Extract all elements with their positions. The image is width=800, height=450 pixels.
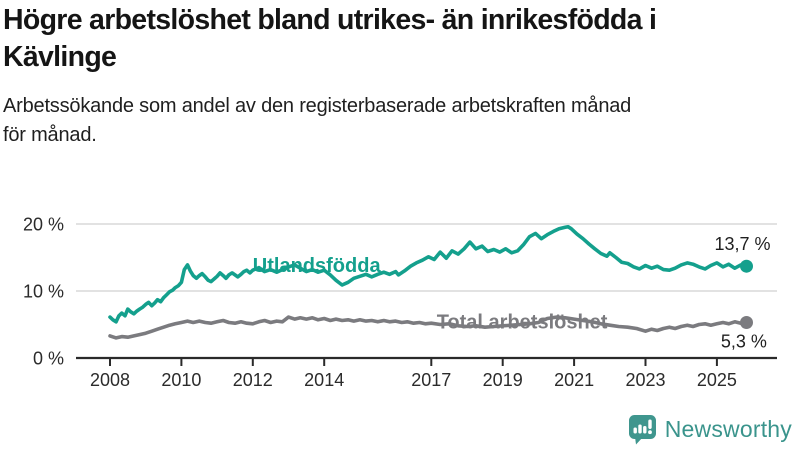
series-label-utlandsfodda: Utlandsfödda	[253, 255, 382, 277]
x-axis-tick-label: 2010	[161, 370, 201, 390]
x-axis-tick-label: 2023	[625, 370, 665, 390]
x-axis-tick-label: 2017	[411, 370, 451, 390]
newsworthy-brand: Newsworthy	[628, 414, 792, 445]
chart-header: Högre arbetslöshet bland utrikes- än inr…	[3, 2, 798, 150]
newsworthy-chart-bubble-icon	[628, 415, 656, 445]
series-end-dot-utlandsfodda	[740, 259, 753, 273]
y-axis-tick-label: 0 %	[33, 349, 64, 369]
x-axis-tick-label: 2008	[90, 370, 130, 390]
series-line-utlandsfodda	[108, 224, 749, 324]
series-value-label-utlandsfodda: 13,7 %	[714, 234, 770, 254]
brand-name: Newsworthy	[664, 416, 792, 442]
y-axis-tick-label: 10 %	[23, 282, 64, 302]
x-axis-tick-label: 2019	[483, 370, 523, 390]
series-line-total	[108, 315, 749, 340]
series-end-dot-total	[740, 316, 753, 329]
page-title: Högre arbetslöshet bland utrikes- än inr…	[3, 4, 657, 73]
x-axis-tick-label: 2012	[233, 370, 273, 390]
page-subtitle: Arbetssökande som andel av den registerb…	[3, 94, 632, 146]
y-axis-tick-label: 20 %	[23, 215, 64, 235]
series-value-label-total: 5,3 %	[721, 331, 767, 351]
x-axis-tick-label: 2014	[304, 370, 344, 390]
x-axis-tick-label: 2025	[697, 370, 737, 390]
series-label-total: Total arbetslöshet	[437, 312, 608, 334]
x-axis-tick-label: 2021	[554, 370, 594, 390]
